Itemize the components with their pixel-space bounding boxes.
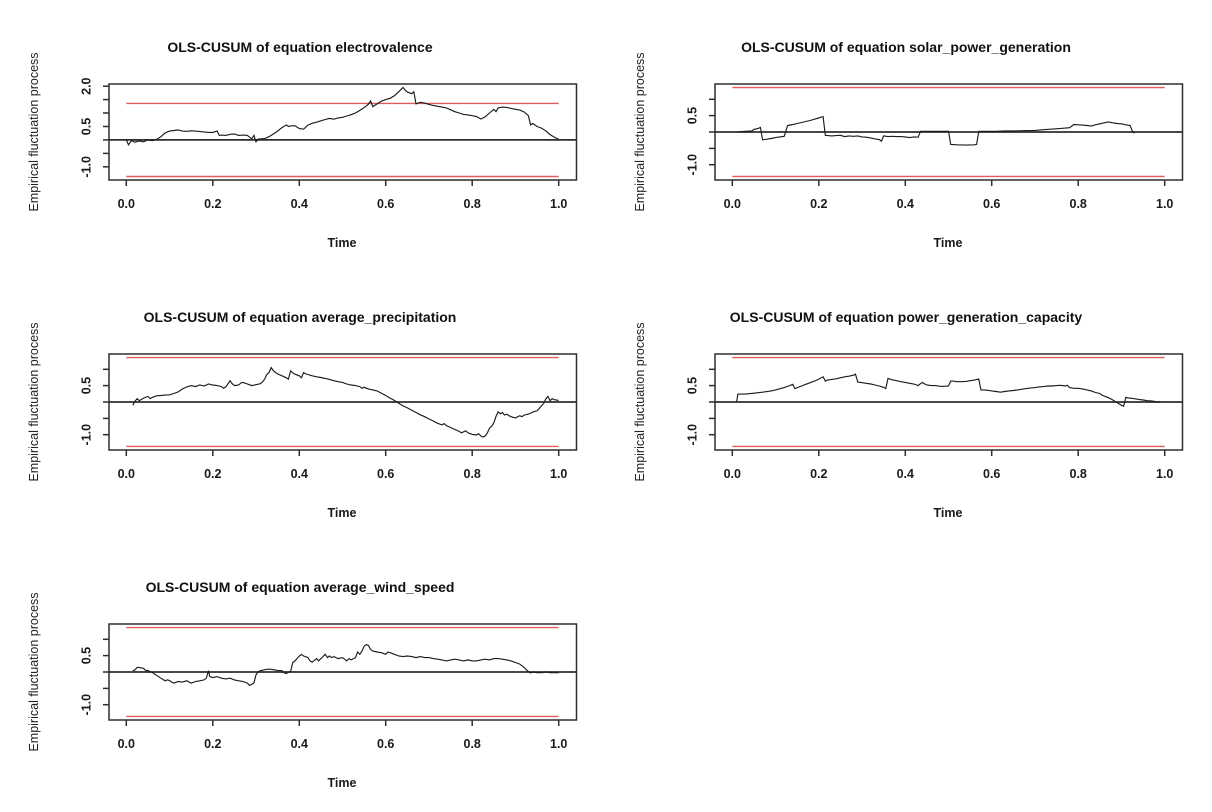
y-axis-label: Empirical fluctuation process [633, 52, 647, 211]
plot-frame [714, 353, 1184, 451]
x-tick-label: 0.4 [291, 197, 308, 211]
process-line [132, 366, 559, 438]
y-axis-label: Empirical fluctuation process [27, 322, 41, 481]
x-tick-label: 0.6 [377, 737, 394, 751]
plot-canvas: OLS-CUSUM of equation solar_power_genera… [633, 39, 1184, 250]
x-tick-label: 1.0 [1156, 197, 1173, 211]
x-tick-label: 0.0 [118, 467, 135, 481]
x-tick-label: 0.2 [204, 197, 221, 211]
plot-area: 0.0 0.2 0.4 0.6 0.8 1.0 -1.0 0.5 [79, 353, 578, 481]
y-tick-label: -1.0 [79, 694, 93, 716]
plot-frame [108, 353, 578, 451]
x-tick-label: 0.6 [377, 467, 394, 481]
x-tick-label: 0.4 [897, 197, 914, 211]
x-tick-label: 0.0 [724, 467, 741, 481]
plot-frame [108, 623, 578, 721]
x-tick-label: 0.0 [118, 197, 135, 211]
x-tick-label: 0.8 [464, 197, 481, 211]
plot-canvas: OLS-CUSUM of equation average_wind_speed… [27, 579, 578, 790]
x-tick-label: 0.2 [810, 467, 827, 481]
x-tick-label: 0.4 [291, 737, 308, 751]
plot-panel-average-precipitation: OLS-CUSUM of equation average_precipitat… [0, 270, 606, 540]
x-tick-label: 0.2 [204, 467, 221, 481]
x-tick-label: 0.6 [983, 197, 1000, 211]
plot-area: 0.0 0.2 0.4 0.6 0.8 1.0 -1.0 0.5 [685, 83, 1184, 211]
x-tick-label: 1.0 [1156, 467, 1173, 481]
y-tick-label: 0.5 [685, 107, 699, 124]
y-tick-label: 0.5 [79, 118, 93, 135]
y-tick-label: 0.5 [685, 377, 699, 394]
x-tick-label: 0.4 [291, 467, 308, 481]
y-axis-label: Empirical fluctuation process [633, 322, 647, 481]
plot-panel-power-generation-capacity: OLS-CUSUM of equation power_generation_c… [606, 270, 1212, 540]
plot-area: 0.0 0.2 0.4 0.6 0.8 1.0 -1.0 0.5 [79, 623, 578, 751]
x-tick-label: 0.2 [204, 737, 221, 751]
x-tick-label: 1.0 [550, 467, 567, 481]
plot-area: 0.0 0.2 0.4 0.6 0.8 1.0 -1.0 0.5 [685, 353, 1184, 481]
plot-panel-average-wind-speed: OLS-CUSUM of equation average_wind_speed… [0, 540, 606, 812]
x-axis-label: Time [328, 236, 357, 250]
plot-panel-solar-power-generation: OLS-CUSUM of equation solar_power_genera… [606, 0, 1212, 270]
y-tick-label: 0.5 [79, 647, 93, 664]
x-axis-label: Time [328, 776, 357, 790]
plot-frame [108, 83, 578, 181]
x-tick-label: 0.8 [464, 737, 481, 751]
y-axis-label: Empirical fluctuation process [27, 592, 41, 751]
x-tick-label: 0.6 [983, 467, 1000, 481]
plot-title: OLS-CUSUM of equation electrovalence [167, 39, 432, 55]
x-tick-label: 1.0 [550, 737, 567, 751]
plot-canvas: OLS-CUSUM of equation power_generation_c… [633, 309, 1184, 520]
x-axis-label: Time [328, 506, 357, 520]
x-tick-label: 0.8 [464, 467, 481, 481]
y-tick-label: -1.0 [79, 424, 93, 446]
plot-title: OLS-CUSUM of equation solar_power_genera… [741, 39, 1071, 55]
process-line [737, 115, 1135, 146]
x-axis-label: Time [934, 506, 963, 520]
plot-panel-electrovalence: OLS-CUSUM of equation electrovalence Emp… [0, 0, 606, 270]
process-line [125, 86, 559, 146]
y-tick-label: -1.0 [685, 154, 699, 176]
plot-area: 0.0 0.2 0.4 0.6 0.8 1.0 -1.0 0.5 2.0 [79, 77, 578, 211]
plot-title: OLS-CUSUM of equation average_wind_speed [146, 579, 455, 595]
y-tick-label: 0.5 [79, 377, 93, 394]
y-tick-label: -1.0 [685, 424, 699, 446]
x-tick-label: 0.0 [724, 197, 741, 211]
y-tick-label: 2.0 [79, 77, 93, 94]
plot-title: OLS-CUSUM of equation power_generation_c… [730, 309, 1083, 325]
process-line [132, 643, 559, 687]
plot-canvas: OLS-CUSUM of equation average_precipitat… [27, 309, 578, 520]
y-axis-label: Empirical fluctuation process [27, 52, 41, 211]
x-axis-label: Time [934, 236, 963, 250]
process-line [736, 373, 1161, 408]
x-tick-label: 0.8 [1070, 197, 1087, 211]
x-tick-label: 0.6 [377, 197, 394, 211]
x-tick-label: 0.8 [1070, 467, 1087, 481]
x-tick-label: 0.4 [897, 467, 914, 481]
plot-title: OLS-CUSUM of equation average_precipitat… [144, 309, 457, 325]
y-tick-label: -1.0 [79, 156, 93, 178]
x-tick-label: 0.0 [118, 737, 135, 751]
x-tick-label: 0.2 [810, 197, 827, 211]
plot-canvas: OLS-CUSUM of equation electrovalence Emp… [27, 39, 578, 250]
plot-frame [714, 83, 1184, 181]
x-tick-label: 1.0 [550, 197, 567, 211]
